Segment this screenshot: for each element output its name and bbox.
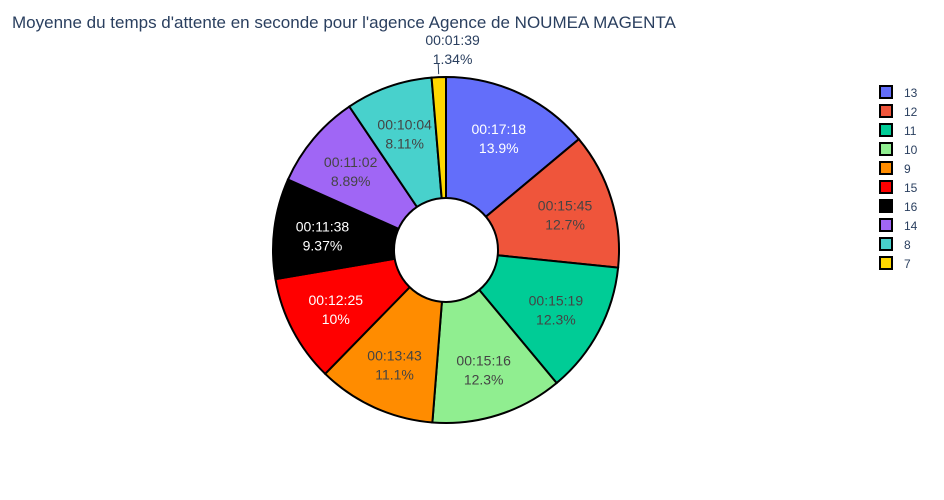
legend-swatch-15[interactable] [879,180,893,194]
pie-label-8: 00:10:04 8.11% [377,117,432,152]
pie-label-14: 00:11:02 8.89% [324,154,378,189]
legend-swatch-7[interactable] [879,256,893,270]
legend-label-12[interactable]: 12 [904,105,918,119]
legend: 13 12 11 10 9 15 16 14 8 7 [879,85,918,271]
legend-swatch-14[interactable] [879,218,893,232]
pie-slice-14[interactable] [286,105,449,253]
legend-label-9[interactable]: 9 [904,162,911,176]
pie-label-10: 00:15:16 12.3% [456,353,511,388]
legend-swatch-16[interactable] [879,199,893,213]
legend-swatch-9[interactable] [879,161,893,175]
chart-title: Moyenne du temps d'attente en seconde po… [12,13,676,32]
legend-swatch-8[interactable] [879,237,893,251]
pie-slice-11[interactable] [443,248,620,385]
pie-label-9: 00:13:43 11.1% [367,347,422,382]
legend-label-10[interactable]: 10 [904,143,918,157]
donut-hole [393,197,499,303]
pie-label-7: 00:01:39 1.34% [425,32,480,67]
legend-label-7[interactable]: 7 [904,257,911,271]
pie-label-15: 00:12:25 10% [309,292,364,327]
legend-label-16[interactable]: 16 [904,200,918,214]
pie-label-12: 00:15:45 12.7% [538,198,593,233]
legend-label-11[interactable]: 11 [904,124,917,138]
legend-swatch-12[interactable] [879,104,893,118]
legend-swatch-10[interactable] [879,142,893,156]
pie-label-13: 00:17:18 13.9% [472,121,527,156]
pie-label-16: 00:11:38 9.37% [296,218,350,253]
legend-swatch-11[interactable] [879,123,893,137]
legend-swatch-13[interactable] [879,85,893,99]
legend-label-15[interactable]: 15 [904,181,918,195]
pie-slice-13[interactable] [445,75,581,253]
legend-label-14[interactable]: 14 [904,219,918,233]
pie-label-11: 00:15:19 12.3% [529,293,584,328]
legend-label-8[interactable]: 8 [904,238,911,252]
legend-label-13[interactable]: 13 [904,86,918,100]
